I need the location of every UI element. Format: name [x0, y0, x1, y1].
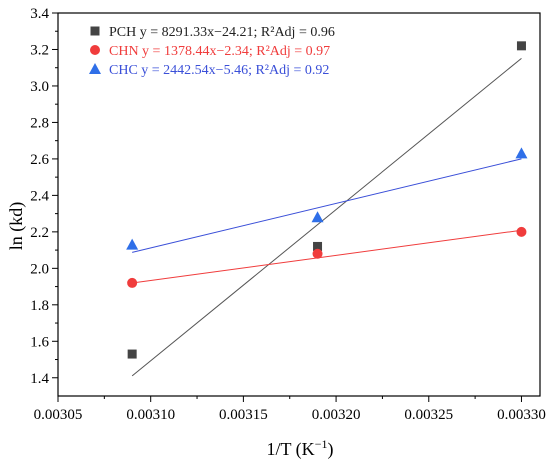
x-tick-label: 0.00325	[404, 407, 453, 423]
legend-entry-chn: CHN y = 1378.44x−2.34; R²Adj = 0.97	[109, 44, 330, 59]
x-axis: 0.00305 0.00310 0.00315 0.00320 0.00325 0.003…	[34, 396, 546, 423]
y-tick-label: 2.6	[30, 152, 49, 168]
data-markers	[126, 41, 528, 359]
y-tick-label: 2.8	[30, 115, 49, 131]
data-point-chn	[312, 248, 323, 259]
legend: PCH y = 8291.33x−24.21; R²Adj = 0.96 CHN …	[89, 25, 335, 78]
fit-lines	[131, 57, 522, 377]
y-tick-label: 2.0	[30, 261, 49, 277]
fit-line-pch	[131, 57, 522, 377]
legend-marker-chn	[90, 45, 100, 55]
x-tick-label: 0.00330	[497, 407, 546, 423]
legend-entry-chc: CHC y = 2442.54x−5.46; R²Adj = 0.92	[109, 63, 329, 78]
y-axis-title: ln (kd)	[6, 202, 27, 251]
y-tick-label: 2.4	[30, 188, 49, 204]
data-point-chn	[516, 226, 527, 237]
data-point-chc	[126, 238, 139, 250]
data-point-pch	[313, 241, 323, 251]
x-tick-label: 0.00310	[126, 407, 175, 423]
legend-marker-pch	[90, 26, 100, 36]
x-axis-title-superscript: −1	[315, 437, 328, 451]
plot-border	[57, 12, 541, 397]
x-tick-label: 0.00315	[219, 407, 268, 423]
data-point-chc	[311, 211, 324, 223]
y-tick-label: 2.2	[30, 225, 49, 241]
y-tick-label: 3.2	[30, 42, 49, 58]
legend-entry-pch: PCH y = 8291.33x−24.21; R²Adj = 0.96	[109, 25, 335, 40]
data-point-pch	[516, 41, 526, 51]
x-tick-label: 0.00320	[312, 407, 361, 423]
x-axis-title: 1/T (K−1)	[267, 437, 334, 460]
data-point-chn	[127, 277, 138, 288]
data-point-chc	[515, 147, 528, 159]
data-point-pch	[127, 349, 137, 359]
y-tick-label: 1.8	[30, 298, 49, 314]
y-tick-label: 3.4	[30, 6, 49, 22]
fit-line-chc	[132, 158, 522, 253]
y-tick-label: 3.0	[30, 79, 49, 95]
y-tick-label: 1.6	[30, 334, 49, 350]
legend-marker-chc	[89, 63, 101, 74]
y-tick-label: 1.4	[30, 371, 49, 387]
plot-frame	[57, 12, 541, 397]
y-axis: 1.4 1.6 1.8 2.0 2.2 2.4 2.6 2.8 3.0 3.2 3.4	[30, 6, 58, 387]
fit-line-chn	[132, 229, 522, 284]
x-tick-label: 0.00305	[34, 407, 83, 423]
